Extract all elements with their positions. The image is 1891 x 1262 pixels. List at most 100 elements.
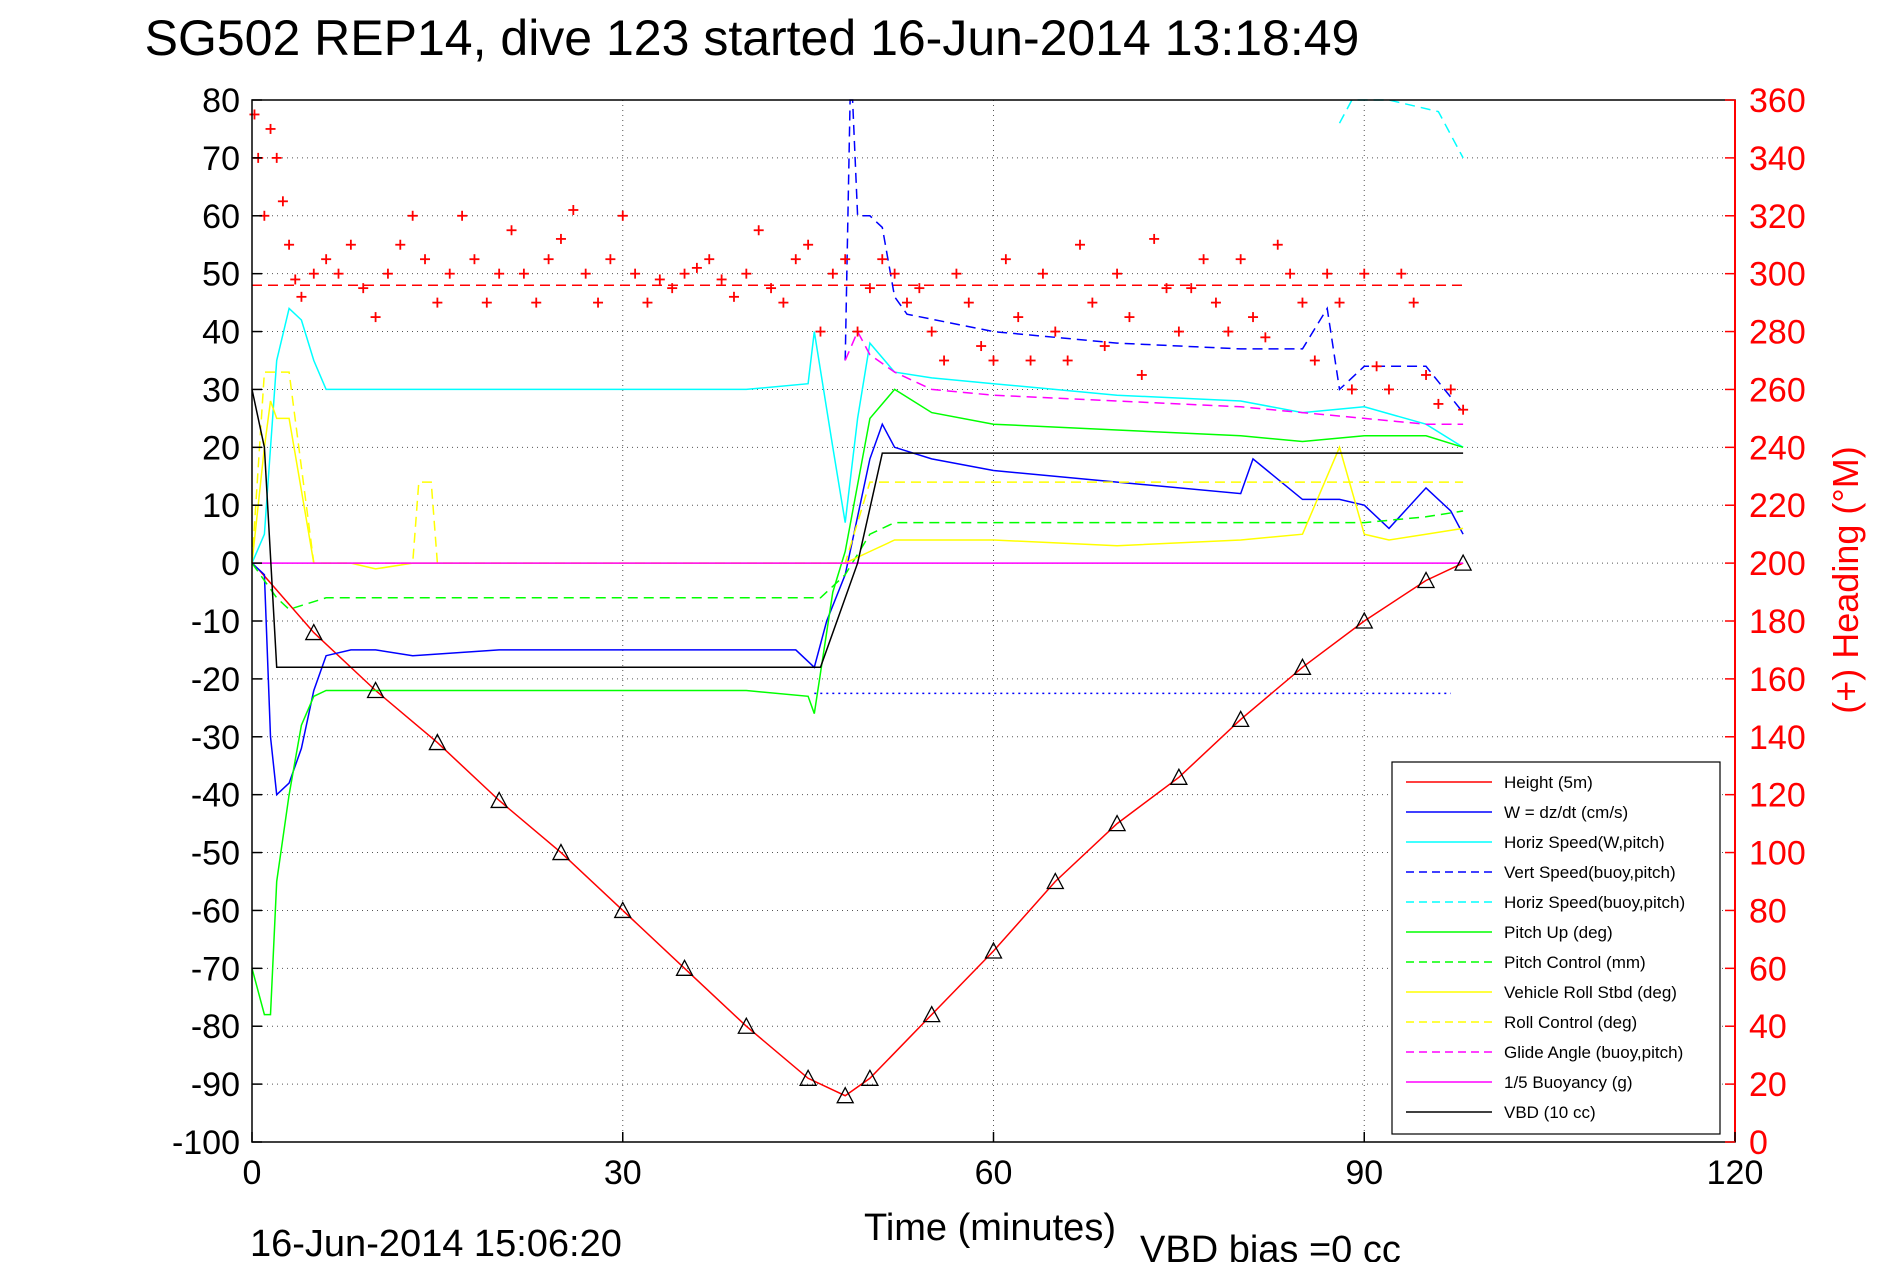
heading-marker — [1260, 332, 1271, 343]
heading-marker — [914, 283, 925, 294]
footer-vbd-bias: VBD bias =0 cc — [1140, 1229, 1401, 1262]
legend-label: Vehicle Roll Stbd (deg) — [1504, 983, 1677, 1002]
heading-marker — [716, 274, 727, 285]
heading-marker — [1186, 283, 1197, 294]
heading-marker — [370, 312, 381, 323]
heading-marker — [469, 254, 480, 265]
legend-label: Glide Angle (buoy,pitch) — [1504, 1043, 1683, 1062]
heading-marker — [1272, 239, 1283, 250]
heading-marker — [284, 239, 295, 250]
heading-marker — [308, 268, 319, 279]
heading-marker — [728, 291, 739, 302]
heading-marker — [1075, 239, 1086, 250]
y-right-tick-label: 140 — [1749, 719, 1806, 757]
y-right-tick-label: 340 — [1749, 140, 1806, 178]
y-tick-label: -10 — [191, 603, 240, 641]
heading-marker — [593, 297, 604, 308]
heading-marker — [1099, 341, 1110, 352]
y-tick-label: 40 — [202, 314, 240, 352]
vbd-triangle-marker — [1355, 611, 1374, 629]
y-ticks: 80 70 60 50 40 30 20 10 0 -10 -20 -30 -40 -50 -60 -70 -8… — [172, 82, 262, 1162]
heading-marker — [321, 254, 332, 265]
heading-marker — [1087, 297, 1098, 308]
heading-marker — [531, 297, 542, 308]
heading-marker — [580, 268, 591, 279]
legend-label: W = dz/dt (cm/s) — [1504, 803, 1628, 822]
heading-marker — [1408, 297, 1419, 308]
heading-marker — [667, 283, 678, 294]
heading-marker — [679, 268, 690, 279]
y-tick-label: -50 — [191, 835, 240, 873]
heading-marker — [852, 326, 863, 337]
vbd-triangle-marker — [860, 1068, 880, 1086]
heading-marker — [568, 204, 579, 215]
reference-lines — [252, 284, 1464, 695]
heading-marker — [333, 268, 344, 279]
heading-marker — [1359, 268, 1370, 279]
heading-marker — [1136, 369, 1147, 380]
heading-marker — [277, 196, 288, 207]
y-right-tick-label: 300 — [1749, 256, 1806, 294]
heading-marker — [803, 239, 814, 250]
y-tick-label: -60 — [191, 892, 240, 930]
heading-marker — [1445, 384, 1456, 395]
y-right-tick-label: 60 — [1749, 950, 1787, 988]
y-right-tick-label: 180 — [1749, 603, 1806, 641]
y-right-tick-label: 100 — [1749, 835, 1806, 873]
heading-marker — [1149, 233, 1160, 244]
heading-marker — [1173, 326, 1184, 337]
y-axis-label-right: (+) Heading (°M) — [1825, 446, 1866, 713]
heading-marker — [543, 254, 554, 265]
heading-marker — [790, 254, 801, 265]
heading-marker — [290, 274, 301, 285]
y-right-tick-label: 160 — [1749, 661, 1806, 699]
legend-label: Pitch Up (deg) — [1504, 923, 1613, 942]
heading-marker — [1458, 404, 1469, 415]
footer-timestamp: 16-Jun-2014 15:06:20 — [250, 1223, 622, 1262]
heading-marker — [1285, 268, 1296, 279]
heading-marker — [654, 274, 665, 285]
heading-marker — [271, 152, 282, 163]
series-line-0 — [257, 562, 1464, 1097]
y-right-tick-label: 280 — [1749, 314, 1806, 352]
heading-marker — [1309, 355, 1320, 366]
heading-marker — [494, 268, 505, 279]
heading-marker — [901, 297, 912, 308]
y-right-tick-label: 240 — [1749, 429, 1806, 467]
vbd-triangle-marker — [1046, 872, 1065, 890]
heading-marker — [296, 291, 307, 302]
plot-area — [249, 99, 1736, 1143]
heading-marker — [407, 210, 418, 221]
series-layer — [251, 99, 1464, 1097]
heading-marker — [555, 233, 566, 244]
heading-markers — [249, 109, 1469, 415]
heading-marker — [1025, 355, 1036, 366]
y-right-tick-label: 20 — [1749, 1066, 1787, 1104]
heading-marker — [1396, 268, 1407, 279]
y-ticks-right: 3603403203002802602402202001801601401201… — [1725, 82, 1806, 1162]
heading-marker — [345, 239, 356, 250]
heading-marker — [753, 225, 764, 236]
y-tick-label: 70 — [202, 140, 240, 178]
vbd-triangle-marker — [490, 791, 509, 809]
heading-marker — [630, 268, 641, 279]
heading-marker — [1198, 254, 1209, 265]
heading-marker — [1062, 355, 1073, 366]
heading-marker — [382, 268, 393, 279]
heading-marker — [1235, 254, 1246, 265]
y-tick-label: 60 — [202, 198, 240, 236]
y-right-tick-label: 200 — [1749, 545, 1806, 583]
vbd-triangle-marker — [613, 901, 632, 919]
legend-label: Horiz Speed(W,pitch) — [1504, 833, 1665, 852]
heading-marker — [988, 355, 999, 366]
vbd-triangle-marker — [836, 1086, 855, 1104]
y-tick-label: 10 — [202, 487, 240, 525]
heading-marker — [877, 254, 888, 265]
vbd-triangle-marker — [304, 623, 323, 641]
heading-marker — [420, 254, 431, 265]
heading-marker — [605, 254, 616, 265]
series-line-11 — [251, 389, 1464, 669]
heading-marker — [481, 297, 492, 308]
heading-marker — [840, 254, 851, 265]
